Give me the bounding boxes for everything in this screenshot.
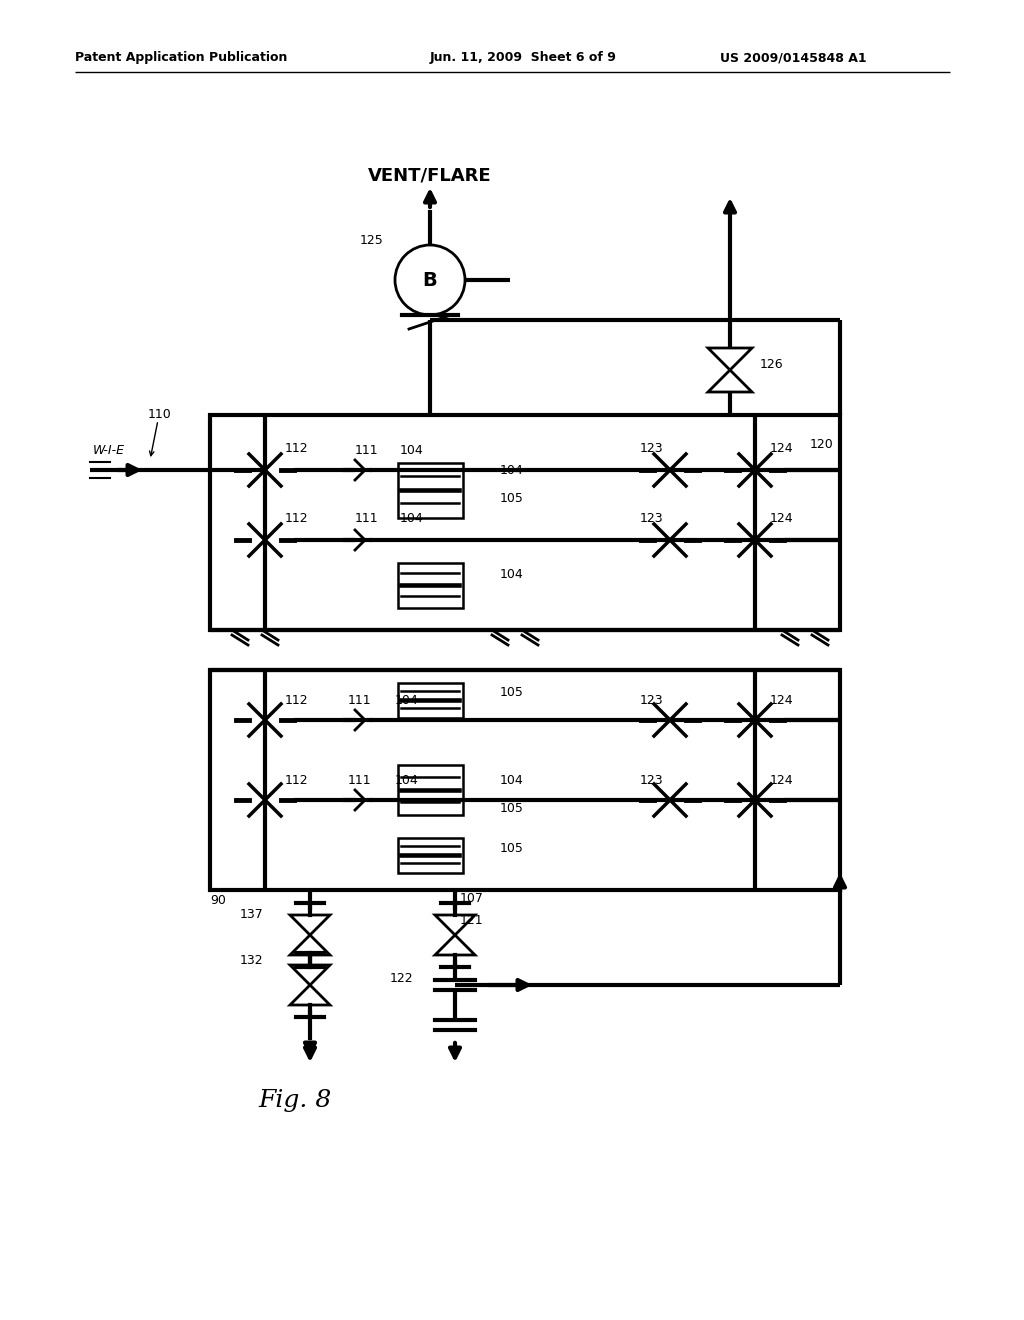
Text: 104: 104 bbox=[395, 693, 419, 706]
Bar bbox=[398, 838, 463, 873]
Polygon shape bbox=[708, 348, 752, 370]
Text: 104: 104 bbox=[395, 774, 419, 787]
Text: 104: 104 bbox=[400, 511, 424, 524]
Text: US 2009/0145848 A1: US 2009/0145848 A1 bbox=[720, 51, 866, 65]
Polygon shape bbox=[290, 935, 330, 954]
Text: VENT/FLARE: VENT/FLARE bbox=[369, 166, 492, 183]
Text: 123: 123 bbox=[640, 441, 664, 454]
Text: Jun. 11, 2009  Sheet 6 of 9: Jun. 11, 2009 Sheet 6 of 9 bbox=[430, 51, 616, 65]
Text: 107: 107 bbox=[460, 891, 484, 904]
Text: 104: 104 bbox=[500, 774, 523, 787]
Text: 111: 111 bbox=[355, 511, 379, 524]
Polygon shape bbox=[435, 935, 475, 954]
Text: 125: 125 bbox=[360, 234, 384, 247]
Text: 124: 124 bbox=[770, 774, 794, 787]
Text: 123: 123 bbox=[640, 511, 664, 524]
Text: 104: 104 bbox=[500, 569, 523, 582]
Bar bbox=[398, 564, 463, 609]
Text: 123: 123 bbox=[640, 774, 664, 787]
Text: 112: 112 bbox=[285, 511, 308, 524]
Text: 90: 90 bbox=[210, 894, 226, 907]
Text: 137: 137 bbox=[240, 908, 264, 921]
Bar bbox=[398, 463, 463, 517]
Text: Patent Application Publication: Patent Application Publication bbox=[75, 51, 288, 65]
Bar bbox=[210, 671, 840, 890]
Text: 112: 112 bbox=[285, 774, 308, 787]
Circle shape bbox=[395, 246, 465, 315]
Bar bbox=[398, 682, 463, 718]
Text: 105: 105 bbox=[500, 842, 524, 854]
Text: 132: 132 bbox=[240, 953, 263, 966]
Text: 111: 111 bbox=[355, 444, 379, 457]
Text: 104: 104 bbox=[400, 444, 424, 457]
Text: 105: 105 bbox=[500, 801, 524, 814]
Text: 124: 124 bbox=[770, 441, 794, 454]
Polygon shape bbox=[708, 370, 752, 392]
Polygon shape bbox=[435, 915, 475, 935]
Text: 112: 112 bbox=[285, 693, 308, 706]
Text: 112: 112 bbox=[285, 441, 308, 454]
Text: 122: 122 bbox=[390, 972, 414, 985]
Text: 105: 105 bbox=[500, 686, 524, 700]
Polygon shape bbox=[290, 965, 330, 985]
Text: 111: 111 bbox=[348, 693, 372, 706]
Text: 105: 105 bbox=[500, 491, 524, 504]
Bar bbox=[398, 766, 463, 814]
Text: B: B bbox=[423, 271, 437, 289]
Text: 110: 110 bbox=[148, 408, 172, 421]
Text: W-I-E: W-I-E bbox=[93, 444, 125, 457]
Text: Fig. 8: Fig. 8 bbox=[258, 1089, 332, 1111]
Text: 121: 121 bbox=[460, 913, 483, 927]
Text: 126: 126 bbox=[760, 359, 783, 371]
Text: 120: 120 bbox=[810, 438, 834, 451]
Bar bbox=[210, 414, 840, 630]
Polygon shape bbox=[290, 985, 330, 1005]
Polygon shape bbox=[290, 915, 330, 935]
Text: 123: 123 bbox=[640, 693, 664, 706]
Text: 111: 111 bbox=[348, 774, 372, 787]
Text: 104: 104 bbox=[500, 463, 523, 477]
Text: 124: 124 bbox=[770, 693, 794, 706]
Text: 124: 124 bbox=[770, 511, 794, 524]
